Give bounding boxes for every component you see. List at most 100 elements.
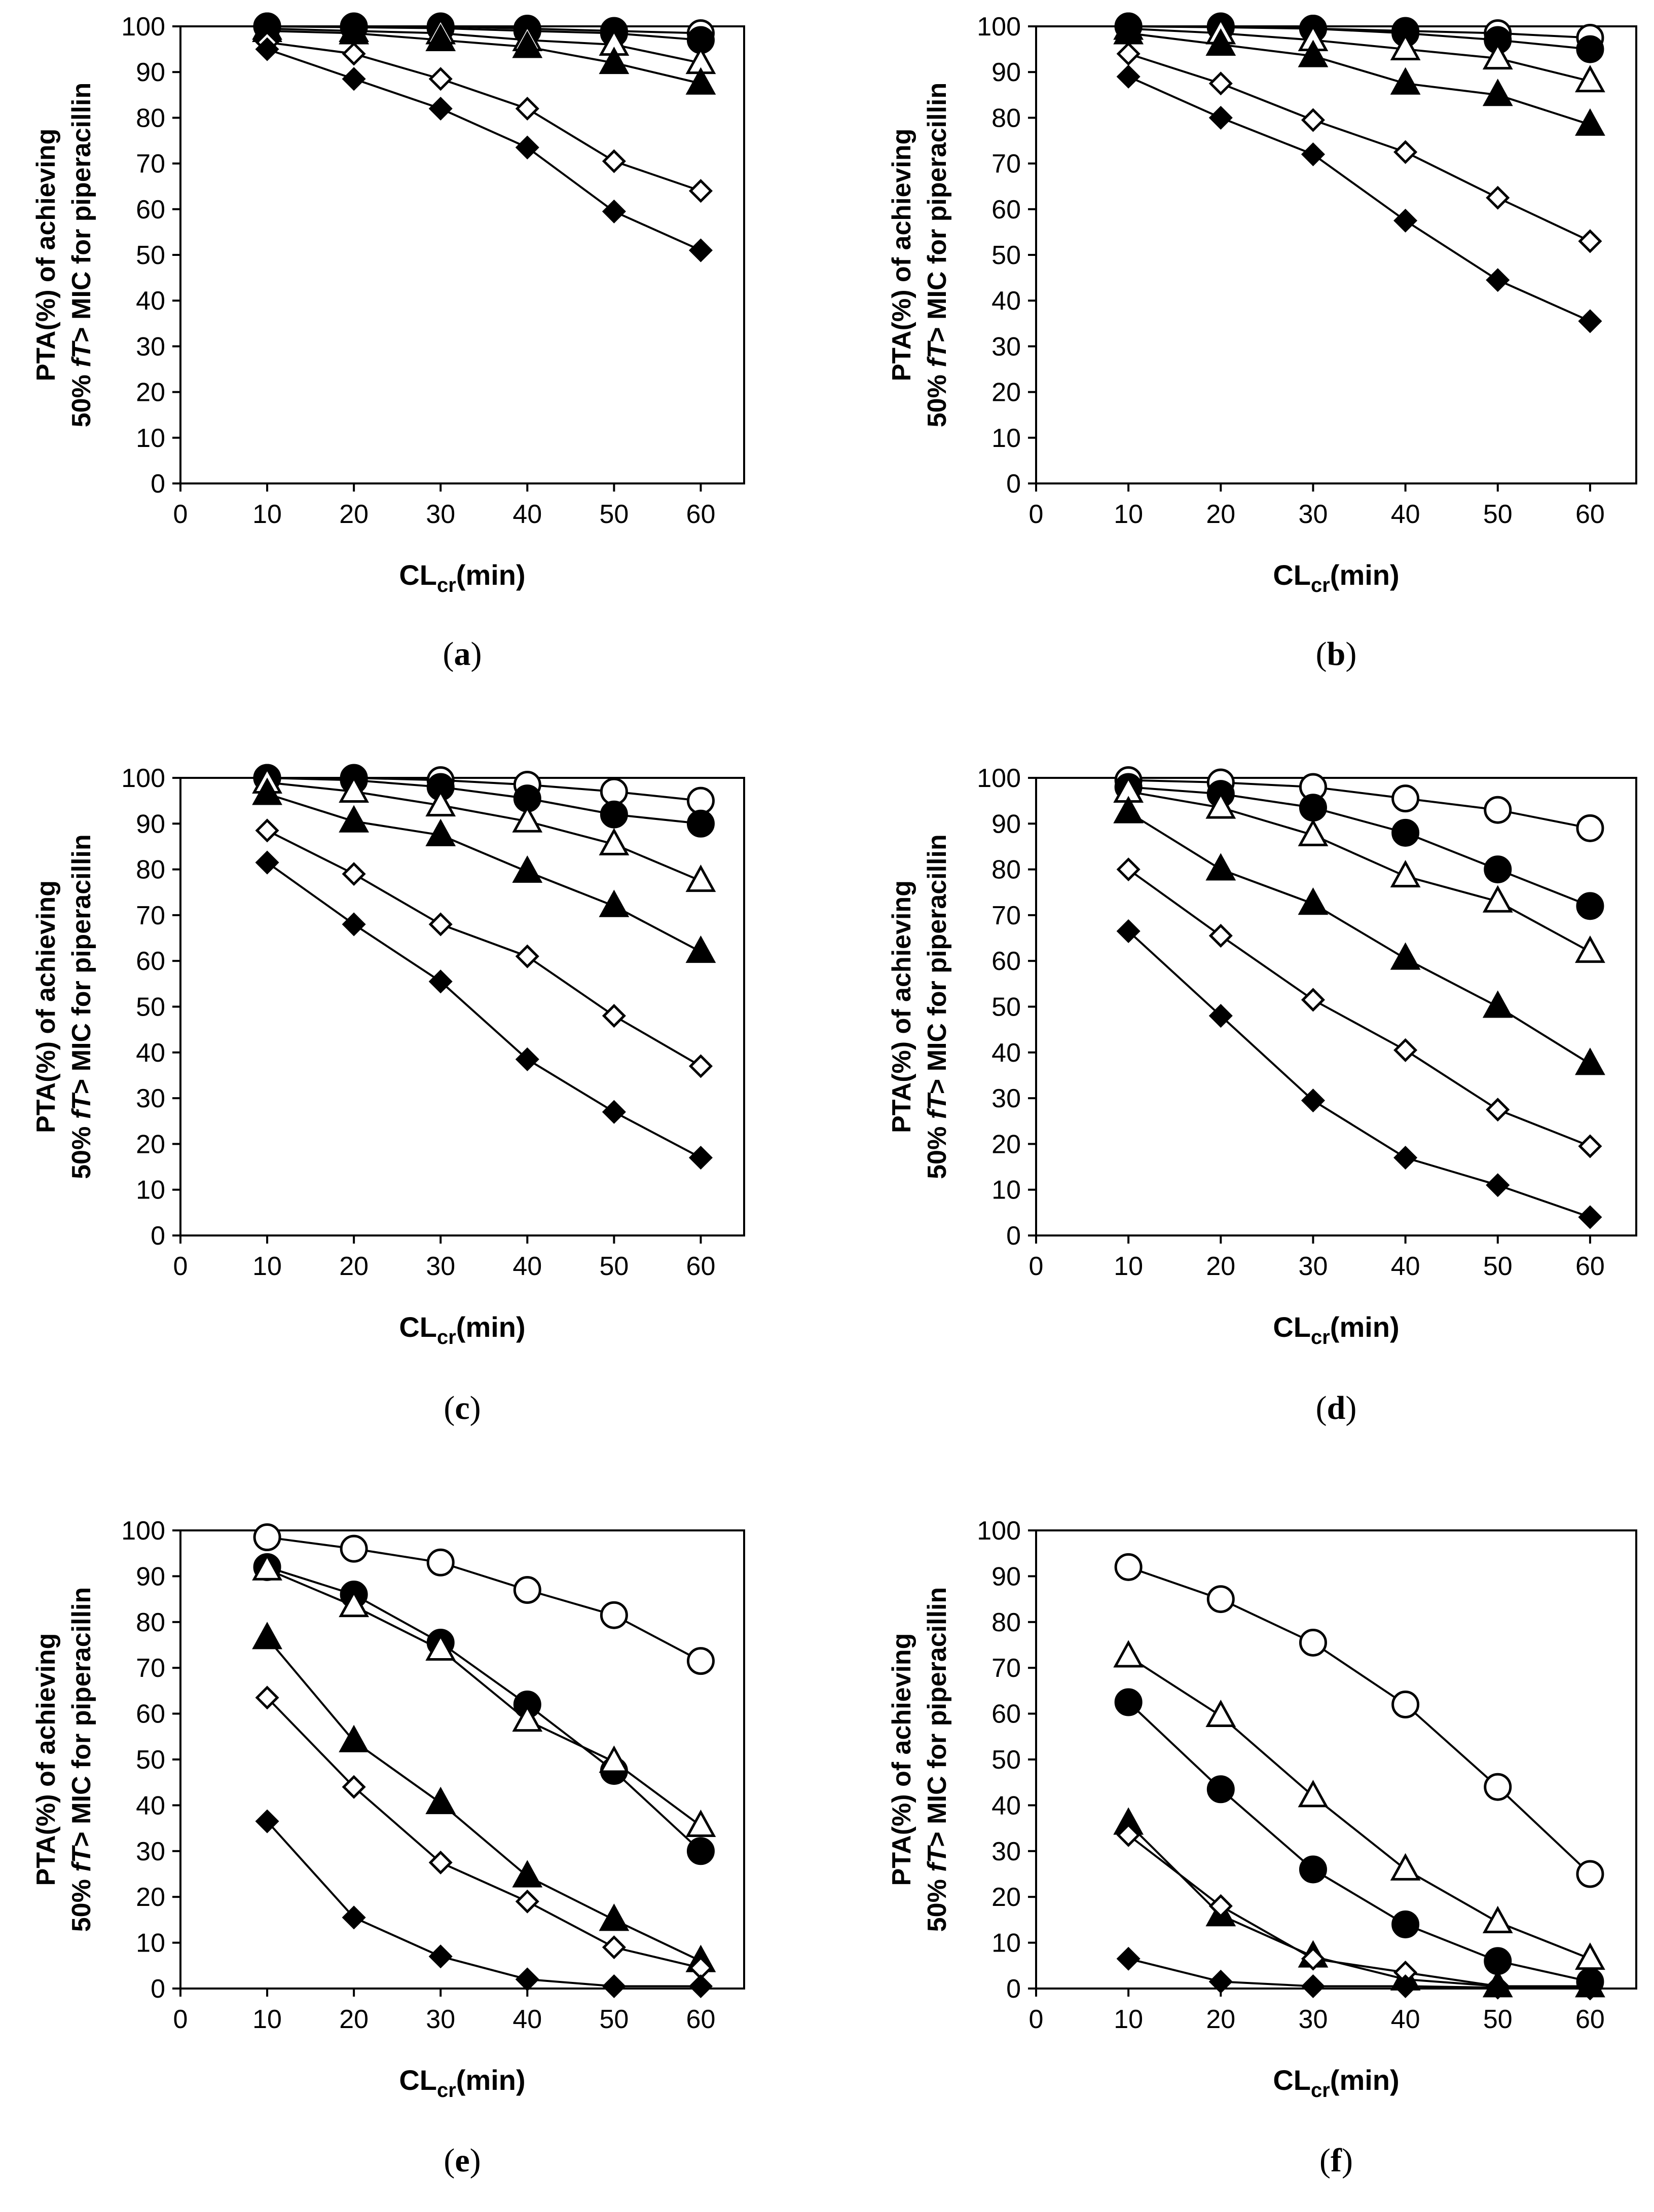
y-tick-label: 100 [121, 1516, 165, 1546]
point-filled-triangle [1205, 28, 1236, 56]
panel-a: 0 10 20 30 40 50 60 70 80 90 100 0 10 20 30 40 50 60 CLcr(… [31, 12, 745, 672]
point-filled-circle [1576, 892, 1604, 920]
y-tick-label: 90 [991, 58, 1021, 87]
point-open-diamond [1393, 1038, 1418, 1062]
x-tick-label: 0 [173, 500, 188, 529]
series-line-filled-diamond [267, 48, 702, 251]
y-axis-title-line1: PTA(%) of achieving [31, 1633, 61, 1886]
point-open-circle [426, 1548, 455, 1577]
point-open-triangle [1482, 885, 1513, 913]
y-tick-label: 80 [991, 855, 1021, 885]
panel-label: (b) [1316, 635, 1357, 672]
y-tick-label: 90 [136, 809, 165, 839]
point-filled-diamond [1486, 1975, 1510, 2000]
point-filled-diamond [1393, 1974, 1418, 1999]
x-tick-label: 40 [1391, 1252, 1420, 1281]
point-open-triangle [425, 789, 456, 817]
point-filled-triangle [599, 46, 630, 74]
x-tick-label: 0 [1029, 500, 1044, 529]
point-open-diamond [1116, 1823, 1141, 1847]
point-filled-diamond [255, 37, 279, 61]
y-tick-label: 70 [136, 149, 165, 179]
series-line-open-circle [1128, 1566, 1591, 1875]
x-tick-label: 50 [599, 500, 629, 529]
x-tick-label: 20 [339, 2005, 369, 2034]
point-open-circle [1391, 1691, 1420, 1719]
point-open-triangle [1390, 1853, 1421, 1881]
y-axis-title-line2: 50% fT> MIC for piperacillin [923, 1587, 952, 1932]
point-open-diamond [1208, 71, 1233, 96]
point-filled-triangle [685, 67, 716, 95]
point-filled-triangle [599, 889, 630, 917]
series-line-filled-diamond [266, 1820, 701, 1988]
y-tick-label: 90 [991, 809, 1021, 839]
point-filled-diamond [342, 1905, 366, 1930]
point-open-diamond [1486, 1098, 1510, 1122]
point-filled-circle [1391, 1910, 1420, 1938]
y-tick-label: 70 [991, 1654, 1021, 1683]
y-tick-label: 40 [991, 1791, 1021, 1820]
x-tick-label: 10 [252, 1252, 282, 1281]
point-open-triangle [1205, 791, 1236, 819]
y-tick-label: 30 [991, 332, 1021, 361]
point-filled-diamond [1301, 1089, 1325, 1113]
point-filled-diamond [1116, 64, 1141, 89]
x-tick-label: 10 [1114, 1252, 1143, 1281]
point-open-diamond [1301, 108, 1325, 132]
panel-label: (a) [443, 635, 482, 672]
point-open-diamond [428, 912, 453, 936]
y-tick-label: 100 [977, 12, 1021, 42]
point-open-circle [686, 1647, 715, 1675]
series-line-open-triangle [1128, 1655, 1591, 1960]
point-open-diamond [342, 862, 366, 886]
point-filled-circle [1299, 1855, 1327, 1884]
plot-frame [179, 1529, 745, 1990]
point-filled-diamond [1393, 208, 1418, 233]
x-tick-label: 60 [686, 500, 716, 529]
y-tick-label: 100 [121, 764, 165, 793]
y-tick-label: 10 [991, 1929, 1021, 1958]
y-tick-label: 100 [121, 12, 165, 42]
x-tick-label: 60 [1575, 500, 1605, 529]
series-line-open-circle [267, 777, 701, 802]
point-filled-diamond [602, 1100, 626, 1124]
y-tick-label: 0 [151, 469, 165, 499]
point-open-triangle [1575, 935, 1605, 963]
panel-c: 0 10 20 30 40 50 60 70 80 90 100 0 10 20 30 40 50 60 CLcr(… [31, 764, 745, 1427]
point-open-circle [686, 786, 715, 815]
panel-d: 0 10 20 30 40 50 60 70 80 90 100 0 10 20 30 40 50 60 CLcr(… [887, 764, 1637, 1427]
point-filled-circle [1484, 855, 1512, 884]
x-tick-label: 30 [1299, 2005, 1328, 2034]
point-filled-diamond [688, 1974, 713, 1999]
point-open-triangle [1390, 32, 1421, 61]
plot-frame [179, 25, 745, 484]
point-filled-diamond [255, 1809, 279, 1833]
point-filled-diamond [1301, 1974, 1325, 1999]
y-tick-label: 10 [991, 1176, 1021, 1205]
series-line-filled-circle [1128, 786, 1591, 907]
panel-f: 0 10 20 30 40 50 60 70 80 90 100 0 10 20 30 40 50 60 CLcr(… [887, 1516, 1637, 2179]
point-open-diamond [255, 1685, 279, 1710]
x-tick-label: 20 [339, 500, 369, 529]
point-filled-circle [686, 1837, 715, 1865]
point-filled-diamond [1578, 1205, 1602, 1229]
y-tick-label: 60 [991, 947, 1021, 976]
point-filled-circle [1576, 35, 1604, 63]
point-filled-diamond [515, 1047, 539, 1071]
series-line-filled-diamond [266, 861, 702, 1159]
point-open-diamond [428, 1850, 453, 1874]
y-tick-label: 20 [136, 1883, 165, 1912]
point-open-diamond [342, 42, 366, 66]
point-open-diamond [1578, 1134, 1602, 1158]
point-filled-triangle [1482, 79, 1513, 106]
point-filled-diamond [428, 96, 453, 121]
y-tick-label: 10 [136, 1929, 165, 1958]
x-tick-label: 10 [1114, 2005, 1143, 2034]
point-open-triangle [1482, 1905, 1513, 1933]
series-line-open-triangle [267, 1568, 702, 1827]
point-open-triangle [339, 1589, 370, 1618]
point-open-triangle [1113, 1640, 1144, 1668]
point-filled-triangle [1113, 796, 1144, 823]
point-filled-circle [600, 800, 628, 829]
series-line-open-diamond [267, 41, 702, 192]
